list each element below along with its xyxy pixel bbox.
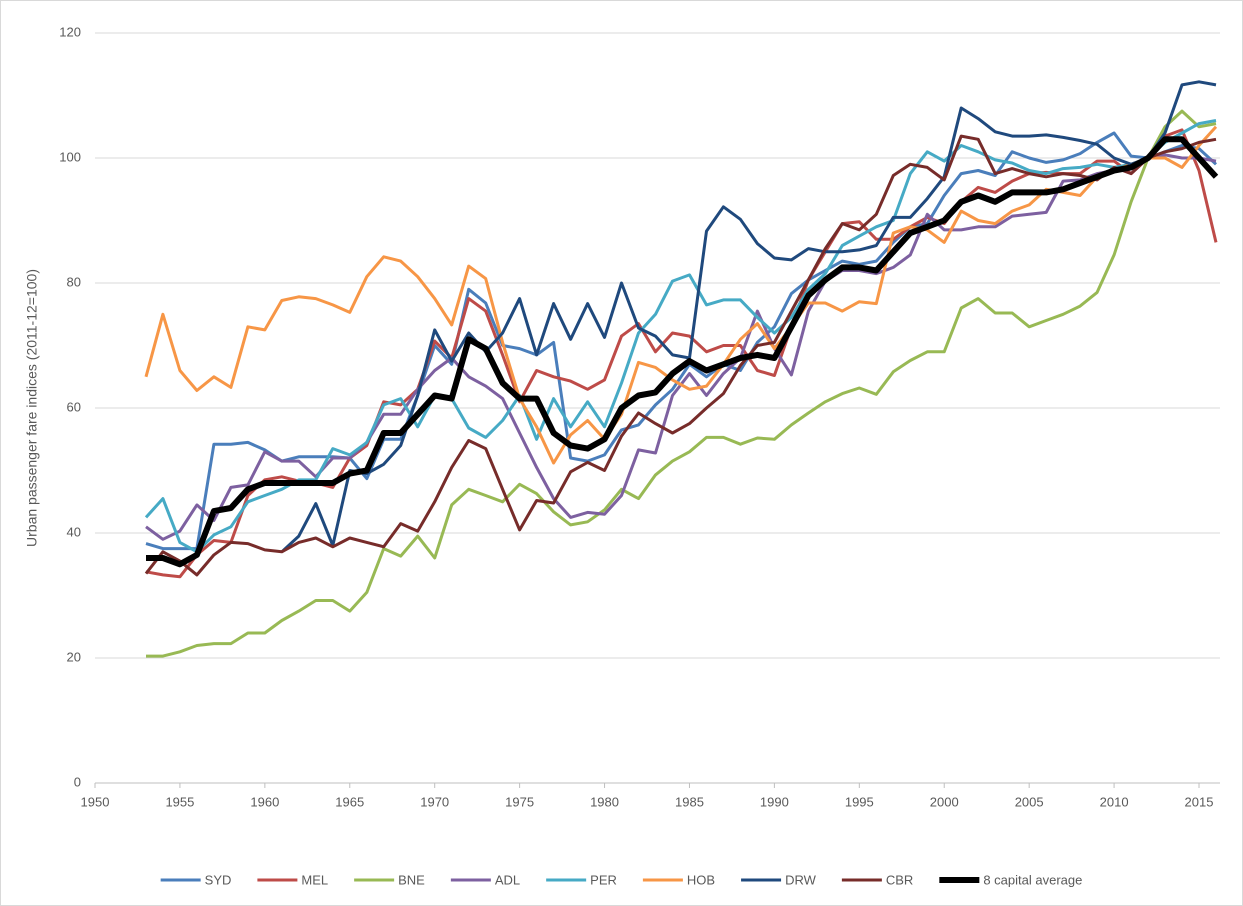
legend-label: HOB [687,872,715,887]
y-tick-label: 120 [59,24,81,39]
y-tick-label: 100 [59,149,81,164]
legend-label: PER [590,872,617,887]
series-line [280,80,1217,553]
x-tick-label: 1985 [675,794,704,809]
x-tick-label: 1980 [590,794,619,809]
y-axis-label: Urban passenger fare indices (2011-12=10… [24,269,40,547]
x-tick-label: 1990 [760,794,789,809]
y-tick-label: 40 [67,524,81,539]
legend-label: 8 capital average [983,872,1082,887]
legend-label: DRW [785,872,817,887]
y-tick-label: 20 [67,649,81,664]
x-tick-label: 1955 [165,794,194,809]
legend-label: BNE [398,872,425,887]
legend-label: ADL [495,872,520,887]
y-tick-label: 0 [74,774,81,789]
legend-label: MEL [301,872,328,887]
legend-label: CBR [886,872,913,887]
legend-label: SYD [205,872,232,887]
x-tick-label: 2000 [930,794,959,809]
x-tick-label: 2005 [1015,794,1044,809]
series-line [146,136,1219,568]
y-tick-label: 60 [67,399,81,414]
series-line [145,131,1218,551]
x-tick-label: 1960 [250,794,279,809]
x-tick-label: 1970 [420,794,449,809]
x-tick-label: 1965 [335,794,364,809]
x-tick-label: 1950 [81,794,110,809]
series-line [144,134,1217,577]
x-tick-label: 1995 [845,794,874,809]
y-tick-label: 80 [67,274,81,289]
x-tick-label: 2010 [1100,794,1129,809]
series-line [144,119,1217,554]
series-line [146,109,1217,658]
x-tick-label: 1975 [505,794,534,809]
x-tick-label: 2015 [1185,794,1214,809]
series-line [144,125,1218,465]
